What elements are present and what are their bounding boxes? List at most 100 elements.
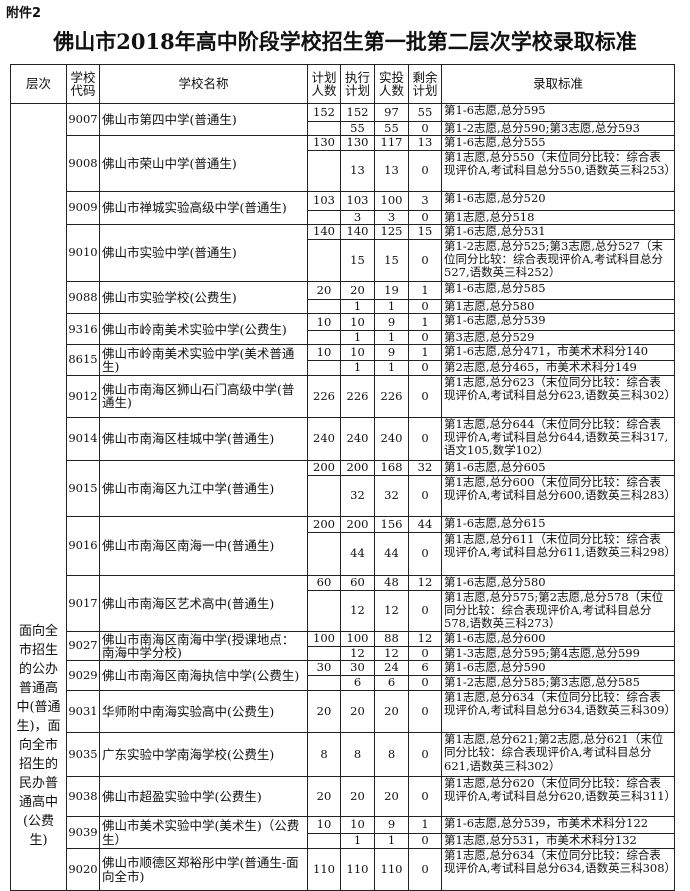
actual-count: 13 <box>374 149 409 192</box>
remain-plan: 0 <box>408 531 442 576</box>
actual-count: 24 <box>374 660 409 677</box>
actual-count: 168 <box>374 459 409 476</box>
plan-count: 60 <box>307 574 341 591</box>
school-name: 佛山市岭南美术实验中学(公费生) <box>99 313 308 346</box>
admission-table: 层次 学校代码 学校名称 计划人数 执行计划 实投人数 剩余计划 录取标准 面向… <box>10 64 675 891</box>
admission-criteria: 第1志愿,总分518 <box>441 209 675 225</box>
school-name: 佛山市美术实验中学(美术生)（公费生） <box>99 816 308 850</box>
admission-criteria: 第1-6志愿,总分471，市美术术科分140 <box>441 344 675 362</box>
plan-count <box>307 675 341 692</box>
actual-count: 110 <box>374 848 409 891</box>
school-code: 9015 <box>66 459 100 517</box>
table-row: 6 6 0 第1-2志愿,总分585;第3志愿,总分585 <box>11 675 675 692</box>
exec-plan: 20 <box>340 690 375 734</box>
table-row: 9020 佛山市顺德区郑裕彤中学(普通生-面向全市) 110 110 110 0 第1志愿,… <box>11 848 675 891</box>
plan-count: 8 <box>307 732 341 778</box>
remain-plan: 0 <box>408 776 442 818</box>
school-code: 9016 <box>66 515 100 576</box>
plan-count <box>307 589 341 632</box>
header-plan: 计划人数 <box>307 64 341 104</box>
exec-plan: 110 <box>340 848 375 891</box>
exec-plan: 1 <box>340 330 375 346</box>
plan-count: 226 <box>307 374 341 418</box>
plan-count: 200 <box>307 459 341 476</box>
plan-count: 20 <box>307 690 341 734</box>
exec-plan: 10 <box>340 313 375 332</box>
table-row: 9016 佛山市南海区南海一中(普通生) 200 200 156 44 第1-6志愿,总分6… <box>11 515 675 576</box>
table-row: 12 12 0 第1-3志愿,总分595;第4志愿,总分599 <box>11 645 675 662</box>
exec-plan: 55 <box>340 120 375 137</box>
table-row: 9031 华师附中南海实验高中(公费生) 20 20 20 0 第1志愿,总分634（末位同… <box>11 690 675 734</box>
header-layer: 层次 <box>10 64 67 104</box>
remain-plan: 55 <box>408 103 442 122</box>
header-criteria: 录取标准 <box>441 64 675 104</box>
actual-count: 1 <box>374 360 409 376</box>
header-exec: 执行计划 <box>340 64 375 104</box>
table-row: 13 13 0 第1志愿,总分550（末位同分比较：综合表现评价A,考试科目总分550… <box>11 149 675 192</box>
table-row: 9012 佛山市南海区狮山石门高级中学(普通生) 226 226 226 0 第1志愿,总分… <box>11 374 675 418</box>
plan-count: 10 <box>307 344 341 362</box>
admission-criteria: 第1志愿,总分611（末位同分比较：综合表现评价A,考试科目总分611,语数英三… <box>441 531 675 576</box>
exec-plan: 10 <box>340 816 375 835</box>
admission-criteria: 第1-6志愿,总分539 <box>441 313 675 332</box>
admission-criteria: 第1-6志愿,总分615 <box>441 515 675 533</box>
exec-plan: 6 <box>340 675 375 692</box>
school-code: 9039 <box>66 816 100 850</box>
actual-count: 55 <box>374 120 409 137</box>
admission-criteria: 第1-6志愿,总分555 <box>441 135 675 151</box>
plan-count <box>307 149 341 192</box>
remain-plan: 0 <box>408 238 442 282</box>
school-code: 9007 <box>66 102 100 137</box>
plan-count: 140 <box>307 223 341 240</box>
remain-plan: 0 <box>408 416 442 461</box>
exec-plan: 15 <box>340 238 375 282</box>
table-row: 1 1 0 第1志愿,总分580 <box>11 298 675 315</box>
remain-plan: 0 <box>408 833 442 850</box>
header-code: 学校代码 <box>66 64 100 104</box>
exec-plan: 30 <box>340 660 375 677</box>
plan-count: 200 <box>307 515 341 533</box>
exec-plan: 32 <box>340 474 375 517</box>
plan-count: 10 <box>307 313 341 332</box>
plan-count <box>307 209 341 225</box>
remain-plan: 0 <box>408 330 442 346</box>
table-header: 层次 学校代码 学校名称 计划人数 执行计划 实投人数 剩余计划 录取标准 <box>10 64 675 104</box>
exec-plan: 100 <box>340 630 375 647</box>
remain-plan: 0 <box>408 149 442 192</box>
remain-plan: 0 <box>408 474 442 517</box>
actual-count: 9 <box>374 313 409 332</box>
admission-criteria: 第3志愿,总分529 <box>441 330 675 346</box>
admission-criteria: 第1志愿,总分550（末位同分比较：综合表现评价A,考试科目总分550,语数英三… <box>441 149 675 192</box>
school-name: 佛山市顺德区郑裕彤中学(普通生-面向全市) <box>99 848 308 891</box>
plan-count: 240 <box>307 416 341 461</box>
remain-plan: 0 <box>408 675 442 692</box>
exec-plan: 60 <box>340 574 375 591</box>
exec-plan: 200 <box>340 515 375 533</box>
plan-count <box>307 360 341 376</box>
school-name: 佛山市荣山中学(普通生) <box>99 135 308 192</box>
actual-count: 20 <box>374 776 409 818</box>
school-name: 佛山市南海区九江中学(普通生) <box>99 459 308 517</box>
exec-plan: 1 <box>340 833 375 850</box>
actual-count: 48 <box>374 574 409 591</box>
exec-plan: 10 <box>340 344 375 362</box>
actual-count: 125 <box>374 223 409 240</box>
admission-criteria: 第1-6志愿,总分585 <box>441 280 675 300</box>
table-row: 3 3 0 第1志愿,总分518 <box>11 209 675 225</box>
remain-plan: 0 <box>408 589 442 632</box>
remain-plan: 1 <box>408 344 442 362</box>
school-name: 佛山市实验学校(公费生) <box>99 280 308 315</box>
table-row: 9010 佛山市实验中学(普通生) 140 140 125 15 第1-6志愿,总分531 <box>11 223 675 282</box>
exec-plan: 20 <box>340 280 375 300</box>
table-row: 9017 佛山市南海区艺术高中(普通生) 60 60 48 12 第1-6志愿,总分580 <box>11 574 675 632</box>
remain-plan: 1 <box>408 313 442 332</box>
actual-count: 240 <box>374 416 409 461</box>
exec-plan: 103 <box>340 190 375 211</box>
remain-plan: 1 <box>408 280 442 300</box>
table-row: 1 1 0 第3志愿,总分529 <box>11 330 675 346</box>
admission-criteria: 第1-6志愿,总分520 <box>441 190 675 211</box>
remain-plan: 0 <box>408 732 442 778</box>
remain-plan: 0 <box>408 645 442 662</box>
admission-criteria: 第1-6志愿,总分600 <box>441 630 675 647</box>
school-name: 佛山市南海区桂城中学(普通生) <box>99 416 308 461</box>
